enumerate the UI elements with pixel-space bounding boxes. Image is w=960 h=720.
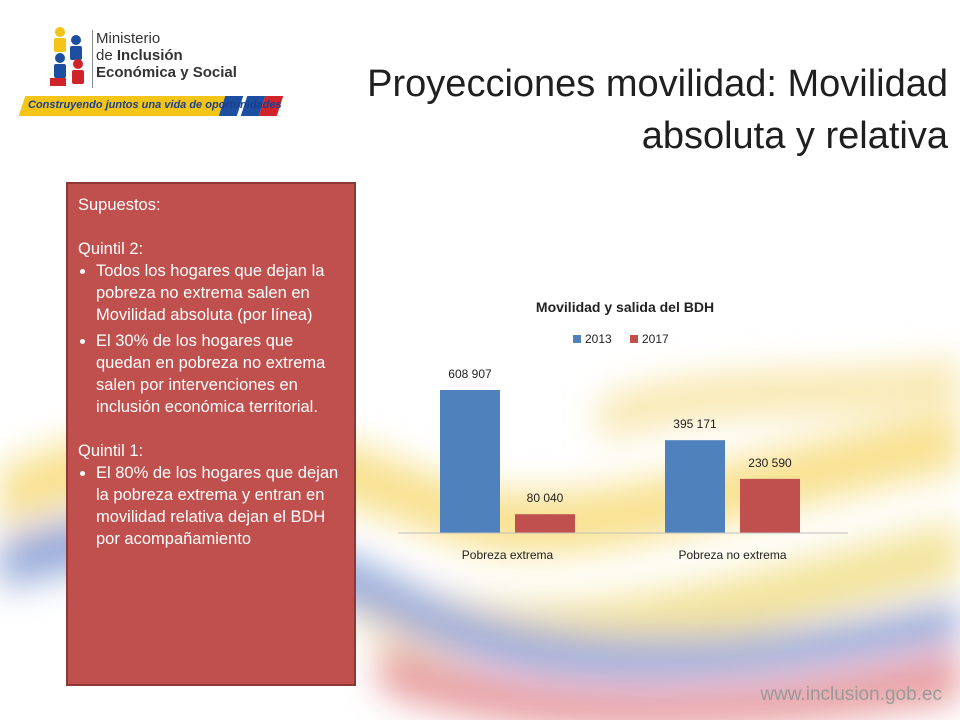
logo-line2-bold: Inclusión <box>116 47 183 64</box>
data-label-2013-1: 395 171 <box>673 417 717 431</box>
logo-line-inclusion: de Inclusión <box>96 47 237 64</box>
logo-divider <box>92 30 93 88</box>
data-label-2017-0: 80 040 <box>527 491 564 505</box>
supuestos-heading: Supuestos: <box>78 196 161 214</box>
quintil-1-label: Quintil 1: <box>78 442 144 460</box>
legend-swatch-2017 <box>630 335 638 343</box>
page-title: Proyecciones movilidad: Movilidad absolu… <box>367 63 948 157</box>
legend-swatch-2013 <box>573 335 581 343</box>
quintil-1-list: El 80% de los hogares que dejan la pobre… <box>78 462 344 550</box>
category-label-1: Pobreza no extrema <box>678 548 786 562</box>
legend-label-2017: 2017 <box>642 332 669 346</box>
legend-label-2013: 2013 <box>585 332 612 346</box>
logo-wordmark: Ministerio de Inclusión Económica y Soci… <box>96 30 237 81</box>
bar-chart: Movilidad y salida del BDH 2013 2017 608 90… <box>390 290 860 570</box>
ministry-logo: Ministerio de Inclusión Económica y Soci… <box>18 26 284 121</box>
data-label-2017-1: 230 590 <box>748 456 792 470</box>
logo-line-economica: Económica y Social <box>96 64 237 81</box>
quintil-2-bullet: Todos los hogares que dejan la pobreza n… <box>96 260 344 326</box>
logo-line-ministerio: Ministerio <box>96 30 161 47</box>
supuestos-box: Supuestos: Quintil 2: Todos los hogares … <box>66 182 356 686</box>
quintil-2-list: Todos los hogares que dejan la pobreza n… <box>78 260 344 418</box>
quintil-1-bullet: El 80% de los hogares que dejan la pobre… <box>96 462 344 550</box>
quintil-2-label: Quintil 2: <box>78 240 144 258</box>
bar-2013-1 <box>665 440 725 533</box>
quintil-2-bullet: El 30% de los hogares que quedan en pobr… <box>96 330 344 418</box>
bar-chart-svg: Movilidad y salida del BDH 2013 2017 608 90… <box>398 299 848 562</box>
bar-2013-0 <box>440 390 500 533</box>
bar-2017-0 <box>515 514 575 533</box>
logo-line2-prefix: de <box>96 47 117 64</box>
logo-tagline: Construyendo juntos una vida de oportuni… <box>28 99 282 111</box>
category-label-0: Pobreza extrema <box>462 548 554 562</box>
people-figures-icon <box>50 27 84 86</box>
chart-title: Movilidad y salida del BDH <box>536 299 714 315</box>
data-label-2013-0: 608 907 <box>448 367 492 381</box>
bar-2017-1 <box>740 478 800 533</box>
website-url: www.inclusion.gob.ec <box>760 684 942 705</box>
